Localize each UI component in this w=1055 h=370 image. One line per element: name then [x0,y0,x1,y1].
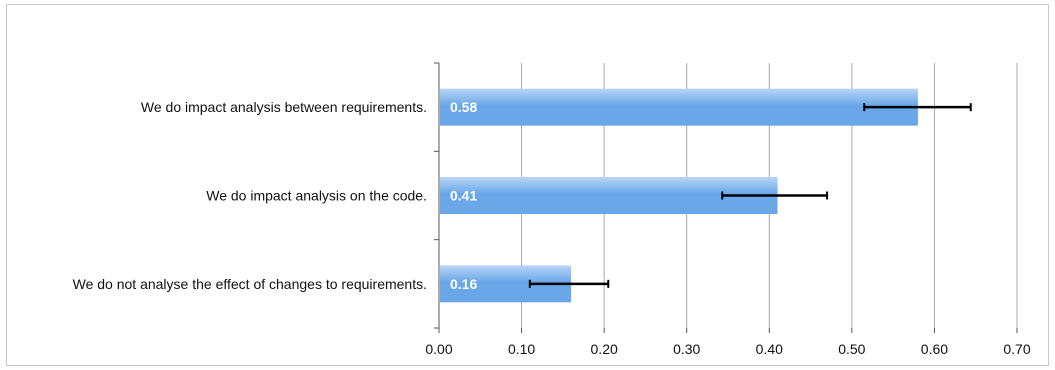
bar [440,88,918,126]
x-tick-label: 0.20 [591,341,618,357]
axes [434,62,1018,333]
x-tick-label: 0.60 [921,341,948,357]
labels: 0.00 0.10 0.20 0.30 0.40 0.50 0.60 0.70 0.58 We d… [73,99,1031,357]
chart-frame: 0.00 0.10 0.20 0.30 0.40 0.50 0.60 0.70 0.58 We d… [6,4,1049,366]
bar-chart: 0.00 0.10 0.20 0.30 0.40 0.50 0.60 0.70 0.58 We d… [73,62,1031,357]
data-label: 0.16 [450,276,477,292]
category-label: We do impact analysis between requiremen… [141,99,427,115]
category-label: We do impact analysis on the code. [206,188,427,204]
x-tick-label: 0.00 [425,341,452,357]
x-tick-label: 0.70 [1003,341,1030,357]
x-tick-label: 0.10 [508,341,535,357]
bars [440,88,918,303]
data-label: 0.58 [450,99,477,115]
category-label: We do not analyse the effect of changes … [73,276,427,292]
x-tick-label: 0.40 [756,341,783,357]
data-label: 0.41 [450,188,477,204]
x-tick-label: 0.30 [673,341,700,357]
x-tick-label: 0.50 [838,341,865,357]
error-bars [528,103,972,288]
